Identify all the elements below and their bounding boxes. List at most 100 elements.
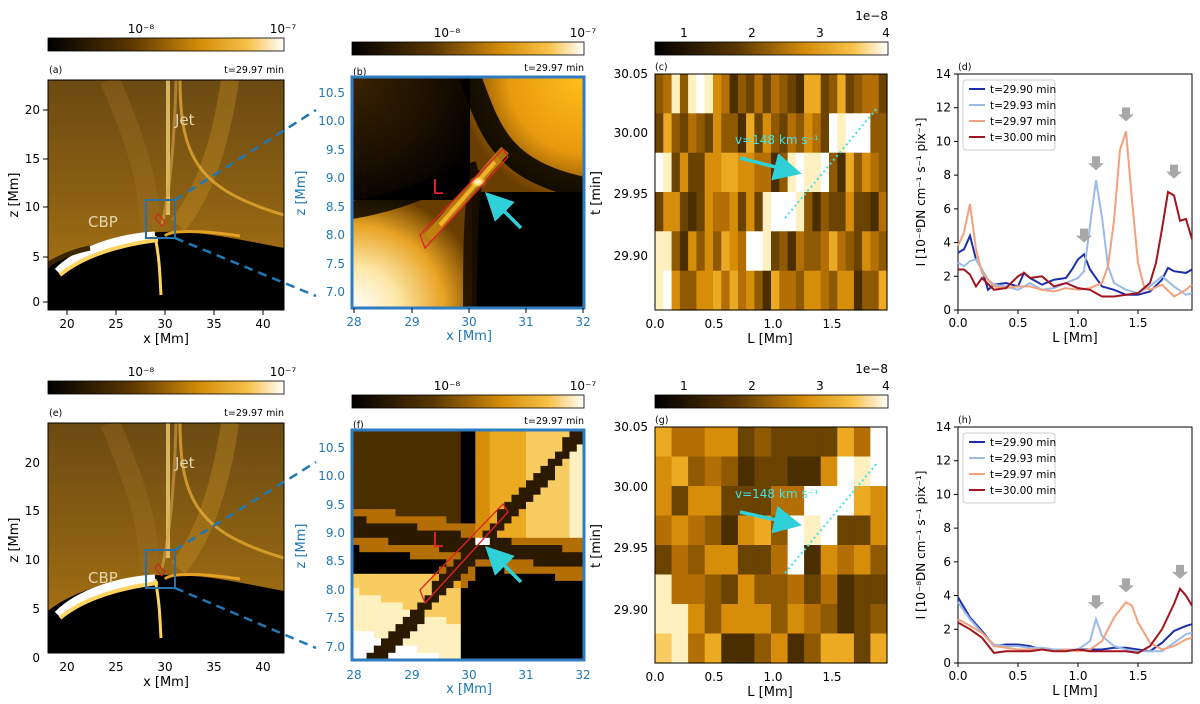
zoom-pixel — [431, 645, 440, 654]
zoom-pixel — [475, 451, 484, 460]
zoom-pixel — [569, 616, 578, 625]
zoom-pixel — [511, 559, 520, 568]
zoom-pixel — [511, 602, 520, 611]
zoom-pixel — [468, 473, 476, 481]
td-pixel — [688, 515, 706, 546]
td-pixel — [837, 486, 855, 517]
y-tick-label: 6 — [943, 202, 951, 216]
td-pixel — [746, 192, 755, 232]
cb-a-tick-2: 10⁻⁷ — [270, 22, 297, 36]
zoom-pixel — [388, 652, 397, 660]
zoom-pixel — [373, 501, 382, 510]
zoom-pixel — [555, 573, 563, 582]
zoom-pixel — [453, 465, 462, 474]
zoom-pixel — [410, 444, 418, 453]
td-pixel — [737, 74, 747, 114]
td-pixel — [655, 486, 673, 517]
g-ytick: 29.95 — [614, 541, 648, 555]
zoom-pixel — [562, 530, 571, 539]
zoom-pixel — [395, 516, 404, 524]
td-pixel — [853, 74, 863, 114]
td-pixel — [771, 604, 789, 635]
zoom-pixel — [562, 631, 571, 639]
zoom-pixel — [497, 444, 505, 453]
line-chart-d: 0 2 4 6 8 10 12 14 0.0 0.5 1.0 1.5 L [Mm] I [10⁻⁸DN c… — [914, 67, 1193, 346]
panel-c-yaxis: 29.90 29.95 30.00 30.05 t [min] — [589, 67, 648, 263]
zoom-pixel — [468, 451, 476, 460]
zoom-pixel — [388, 595, 397, 603]
zoom-pixel — [352, 516, 360, 524]
td-pixel — [787, 545, 805, 576]
zoom-pixel — [381, 631, 389, 639]
zoom-pixel — [373, 638, 382, 647]
zoom-pixel — [468, 458, 476, 467]
zoom-pixel — [497, 638, 505, 647]
zoom-pixel — [540, 566, 549, 575]
zoom-pixel — [533, 501, 542, 510]
zoom-pixel — [373, 516, 382, 524]
td-pixel — [688, 427, 706, 458]
zoom-pixel — [518, 552, 527, 560]
zoom-pixel — [569, 509, 578, 517]
zoom-pixel — [446, 465, 455, 474]
zoom-pixel — [381, 537, 389, 546]
legend-entry: t=29.97 min — [990, 469, 1056, 481]
td-pixel — [771, 231, 780, 272]
zoom-pixel — [395, 652, 404, 660]
zoom-pixel — [460, 631, 469, 639]
td-pixel — [804, 486, 822, 517]
zoom-pixel — [373, 652, 382, 660]
zoom-pixel — [352, 552, 360, 560]
zoom-pixel — [424, 480, 433, 488]
zoom-pixel — [439, 645, 447, 654]
zoom-pixel — [475, 616, 484, 625]
td-pixel — [671, 192, 681, 232]
zoom-pixel — [395, 480, 404, 488]
zoom-pixel — [540, 458, 549, 467]
legend-entry: t=29.97 min — [990, 116, 1056, 128]
zoom-pixel — [489, 566, 498, 575]
td-pixel — [688, 152, 697, 193]
x-axis-label: L [Mm] — [1052, 331, 1097, 346]
td-pixel — [721, 456, 739, 487]
zoom-pixel — [547, 465, 556, 474]
cb-g-tick: 4 — [882, 379, 890, 393]
zoom-pixel — [352, 537, 360, 546]
zoom-pixel — [504, 458, 513, 467]
zoom-pixel — [497, 465, 505, 474]
td-pixel — [737, 152, 747, 193]
legend-entry: t=30.00 min — [990, 485, 1056, 497]
a-xtick: 40 — [255, 317, 270, 331]
zoom-pixel — [366, 559, 375, 568]
zoom-pixel — [373, 552, 382, 560]
zoom-pixel — [424, 465, 433, 474]
a-ylabel: z [Mm] — [7, 173, 22, 218]
zoom-pixel — [460, 624, 469, 632]
panel-f-yaxis: 7.0 7.5 8.0 8.5 9.0 9.5 10.0 10.5 z [Mm] — [294, 441, 345, 654]
zoom-pixel — [359, 473, 368, 481]
zoom-pixel — [424, 451, 433, 460]
zoom-pixel — [576, 458, 584, 467]
zoom-pixel — [511, 494, 520, 503]
zoom-pixel — [453, 631, 462, 639]
b-xtick: 30 — [461, 315, 476, 329]
zoom-pixel — [373, 631, 382, 639]
zoom-pixel — [395, 523, 404, 532]
zoom-pixel — [453, 523, 462, 532]
zoom-pixel — [388, 530, 397, 539]
td-pixel — [679, 192, 689, 232]
zoom-pixel — [366, 537, 375, 546]
zoom-pixel — [373, 545, 382, 553]
g-xtick: 1.5 — [822, 670, 841, 684]
zoom-pixel — [562, 487, 571, 496]
zoom-pixel — [562, 516, 571, 524]
zoom-pixel — [518, 465, 527, 474]
zoom-pixel — [402, 444, 411, 453]
zoom-pixel — [373, 494, 382, 503]
zoom-pixel — [533, 631, 542, 639]
a-xlabel: x [Mm] — [143, 332, 189, 347]
panel-h-label: (h) — [958, 415, 971, 426]
td-pixel — [845, 113, 855, 154]
zoom-pixel — [475, 588, 484, 596]
zoom-pixel — [373, 451, 382, 460]
